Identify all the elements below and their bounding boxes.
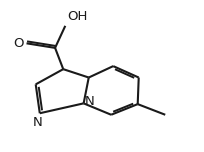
Text: N: N — [85, 95, 94, 108]
Text: O: O — [13, 37, 23, 50]
Text: OH: OH — [67, 10, 88, 23]
Text: N: N — [33, 116, 43, 129]
